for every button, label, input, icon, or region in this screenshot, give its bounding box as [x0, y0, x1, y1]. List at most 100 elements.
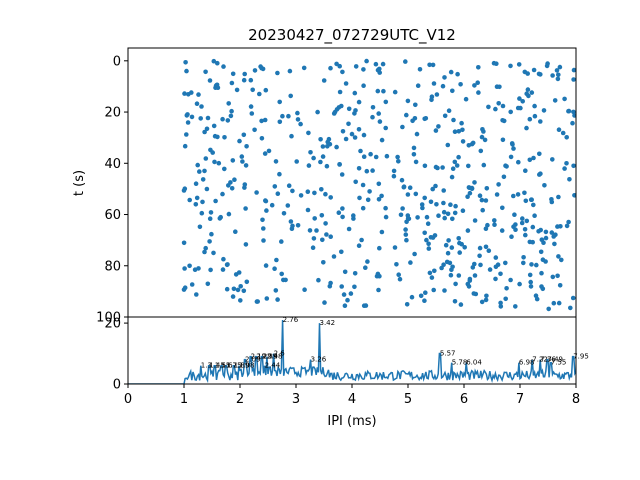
- scatter-point: [383, 205, 388, 211]
- scatter-point: [359, 237, 364, 243]
- scatter-point: [249, 111, 255, 116]
- scatter-point: [457, 240, 462, 246]
- scatter-point: [483, 198, 489, 203]
- scatter-point: [442, 288, 447, 293]
- scatter-point: [538, 249, 544, 255]
- scatter-point: [230, 294, 236, 299]
- scatter-point: [204, 126, 210, 132]
- y-tick-label: 20: [104, 317, 121, 332]
- scatter-point: [208, 210, 214, 215]
- scatter-point: [429, 275, 435, 280]
- scatter-point: [383, 214, 389, 220]
- scatter-point: [562, 96, 567, 102]
- scatter-point: [241, 288, 247, 294]
- scatter-point: [549, 199, 555, 205]
- scatter-point: [221, 256, 226, 262]
- scatter-point: [540, 257, 546, 263]
- scatter-point: [541, 108, 547, 113]
- scatter-point: [290, 188, 295, 194]
- scatter-point: [383, 99, 389, 105]
- scatter-point: [509, 234, 514, 239]
- scatter-point: [334, 144, 339, 150]
- scatter-point: [521, 254, 526, 260]
- scatter-point: [450, 216, 455, 222]
- scatter-point: [423, 116, 429, 121]
- scatter-point: [456, 154, 461, 160]
- scatter-point: [458, 302, 464, 307]
- scatter-point: [460, 208, 466, 213]
- scatter-point: [295, 223, 301, 228]
- scatter-point: [308, 150, 313, 155]
- scatter-point: [397, 276, 403, 282]
- scatter-point: [392, 245, 398, 250]
- scatter-point: [321, 260, 326, 265]
- scatter-point: [441, 262, 446, 268]
- scatter-point: [427, 62, 432, 68]
- x-axis-label: IPI (ms): [327, 414, 376, 429]
- scatter-panel: 0 20 40 60 80 100: [96, 47, 577, 326]
- scatter-point: [546, 306, 551, 312]
- scatter-point: [205, 281, 211, 287]
- scatter-point: [184, 132, 189, 137]
- scatter-point: [454, 163, 460, 168]
- scatter-point: [213, 198, 218, 204]
- scatter-point: [264, 296, 270, 301]
- scatter-point: [229, 108, 234, 114]
- scatter-point: [503, 296, 509, 302]
- scatter-point: [405, 192, 411, 197]
- scatter-point: [275, 297, 280, 302]
- scatter-point: [241, 77, 247, 83]
- y-axis-label-top: t (s): [72, 170, 87, 196]
- scatter-point: [557, 64, 563, 70]
- scatter-point: [376, 197, 382, 202]
- y-ticks-top: 0 20 40 60 80 100: [96, 54, 128, 326]
- scatter-point: [555, 273, 560, 279]
- x-tick-label: 6: [460, 392, 468, 407]
- scatter-point: [526, 93, 531, 99]
- scatter-point: [420, 205, 425, 211]
- peak-label: 2.29: [256, 353, 272, 361]
- y-tick-label: 40: [104, 157, 121, 172]
- peak-label: 2.6: [274, 350, 286, 358]
- scatter-point: [392, 89, 398, 95]
- scatter-point: [377, 70, 383, 75]
- scatter-point: [534, 296, 540, 302]
- scatter-point: [235, 287, 241, 293]
- scatter-point: [443, 242, 449, 248]
- scatter-point: [236, 270, 242, 275]
- scatter-point: [187, 263, 192, 269]
- scatter-point: [370, 114, 375, 120]
- scatter-point: [445, 142, 451, 148]
- scatter-point: [439, 265, 444, 271]
- peak-label: 3.26: [311, 356, 327, 364]
- x-tick-label: 0: [124, 392, 132, 407]
- scatter-point: [340, 69, 345, 75]
- scatter-point: [528, 279, 533, 285]
- scatter-point: [525, 87, 531, 92]
- scatter-point: [403, 59, 408, 64]
- scatter-point: [481, 162, 487, 168]
- scatter-point: [252, 127, 257, 133]
- scatter-point: [436, 124, 441, 129]
- scatter-point: [320, 237, 325, 243]
- scatter-point: [448, 69, 454, 75]
- scatter-point: [492, 218, 497, 223]
- scatter-point: [452, 129, 458, 134]
- scatter-point: [288, 219, 294, 224]
- scatter-point: [516, 62, 522, 67]
- scatter-point: [442, 113, 448, 119]
- scatter-point: [277, 99, 283, 105]
- scatter-point: [337, 162, 342, 167]
- scatter-point: [203, 245, 208, 251]
- scatter-point: [269, 202, 275, 208]
- scatter-point: [523, 168, 528, 173]
- scatter-point: [544, 63, 550, 69]
- scatter-point: [404, 112, 409, 118]
- peak-label: 1.75: [226, 362, 242, 370]
- scatter-point: [346, 121, 351, 127]
- x-tick-label: 7: [516, 392, 524, 407]
- scatter-point: [467, 190, 473, 196]
- scatter-point: [530, 224, 536, 230]
- scatter-point: [479, 299, 485, 305]
- scatter-point: [273, 159, 279, 164]
